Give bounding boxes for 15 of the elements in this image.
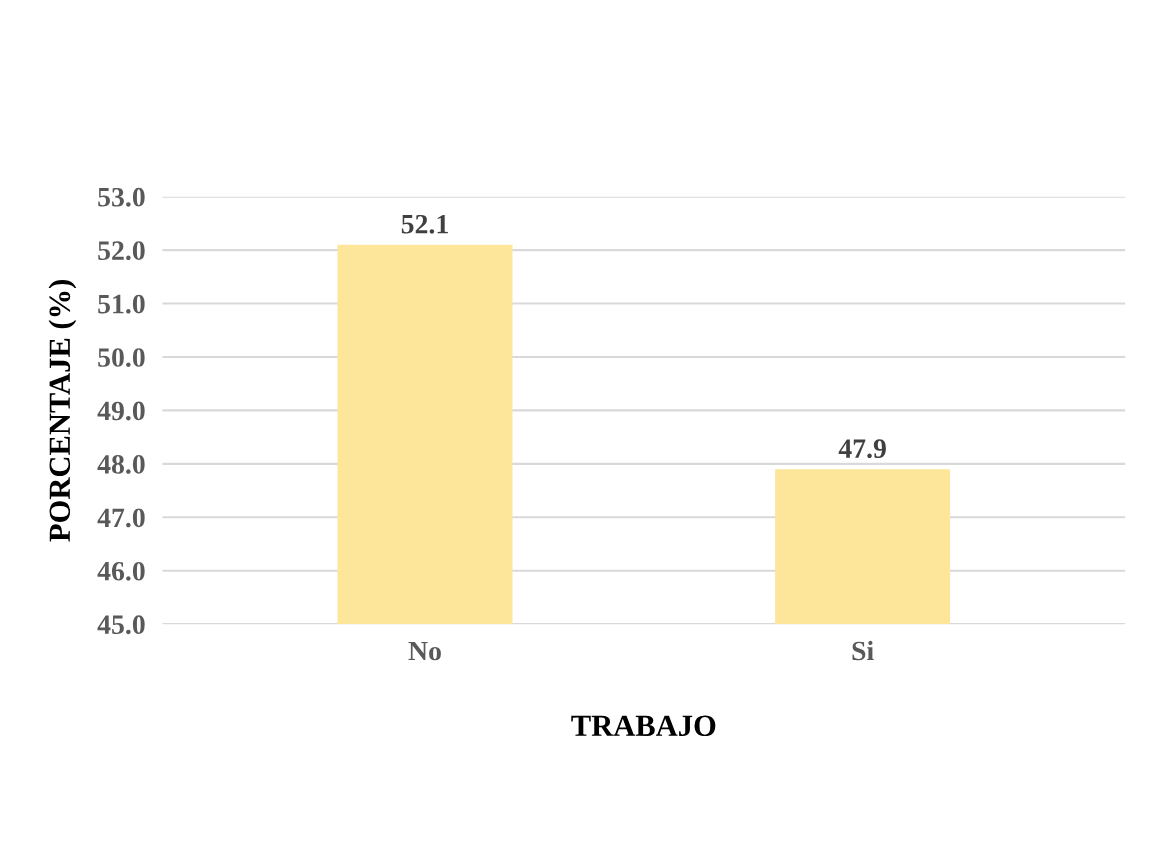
x-tick-label: Si: [852, 640, 874, 661]
x-tick-label: No: [408, 641, 441, 661]
x-axis-title: TRABAJO: [571, 715, 716, 737]
y-tick-label: 48.0: [97, 455, 145, 474]
y-tick-label: 46.0: [97, 561, 145, 581]
y-tick-label: 47.0: [97, 508, 145, 528]
y-tick-label: 45.0: [97, 615, 145, 635]
y-tick-label: 50.0: [98, 348, 145, 367]
data-label: 52.1: [401, 214, 448, 234]
y-tick-label: 51.0: [98, 294, 145, 314]
y-tick-label: 49.0: [97, 401, 145, 421]
y-axis-title: PORCENTAJE (%): [48, 280, 77, 542]
y-tick-label: 53.0: [98, 187, 145, 207]
data-label: 47.9: [838, 439, 886, 459]
y-tick-label: 52.0: [98, 241, 145, 261]
